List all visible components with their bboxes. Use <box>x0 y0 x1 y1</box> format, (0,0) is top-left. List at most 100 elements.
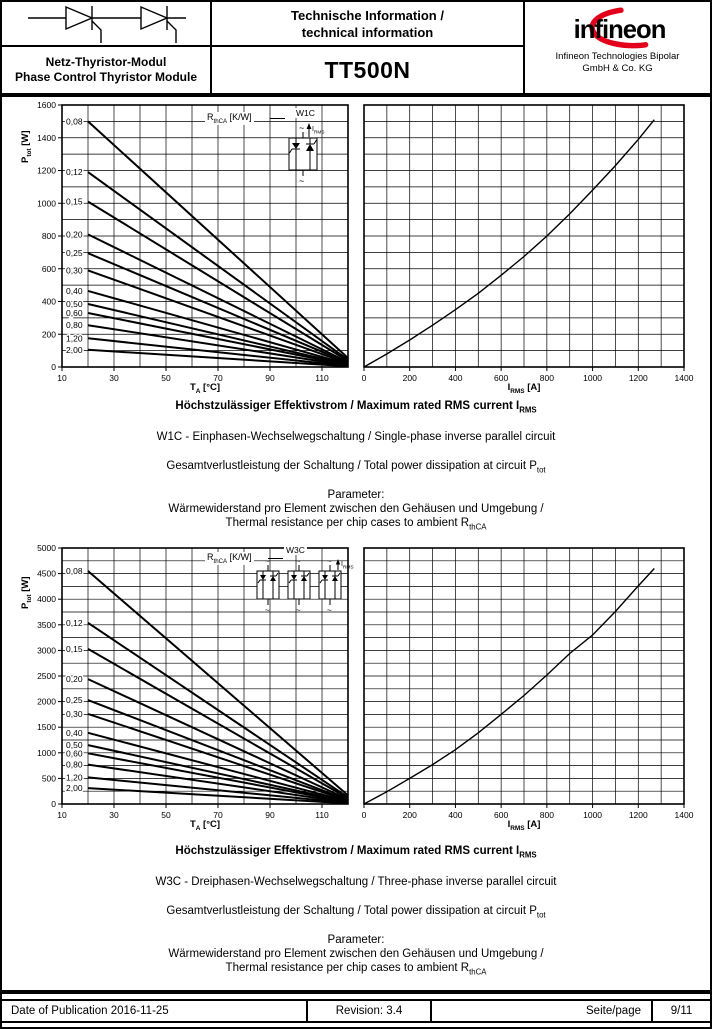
svg-text:0,30: 0,30 <box>66 709 83 719</box>
svg-text:0,12: 0,12 <box>66 167 83 177</box>
w1c-rms-x-axis-title: IRMS [A] <box>507 382 541 395</box>
w1c-rms-current-chart: 0 200 400 600 800 1000 1200 1400 <box>362 104 694 383</box>
svg-text:0,60: 0,60 <box>66 308 83 318</box>
w3c-rms-x-axis-title: IRMS [A] <box>507 819 541 832</box>
svg-text:10: 10 <box>57 810 67 820</box>
svg-text:10: 10 <box>57 373 67 383</box>
w1c-heading: Höchstzulässiger Effektivstrom / Maximum… <box>175 400 537 415</box>
svg-text:600: 600 <box>42 264 56 274</box>
svg-text:0,50: 0,50 <box>66 299 83 309</box>
svg-text:0,25: 0,25 <box>66 695 83 705</box>
w3c-circuit-label: W3C <box>284 545 307 555</box>
w3c-circuit-line: W3C - Dreiphasen-Wechselwegschaltung / T… <box>155 876 557 889</box>
svg-text:1200: 1200 <box>629 810 648 820</box>
svg-text:4500: 4500 <box>37 569 56 579</box>
svg-text:70: 70 <box>213 373 223 383</box>
svg-text:50: 50 <box>161 373 171 383</box>
page-number: 9/11 <box>670 1005 693 1017</box>
svg-text:1,20: 1,20 <box>66 772 83 782</box>
svg-text:0,40: 0,40 <box>66 728 83 738</box>
svg-text:600: 600 <box>494 373 508 383</box>
part-number: TT500N <box>324 56 411 83</box>
svg-text:0,80: 0,80 <box>66 320 83 330</box>
infineon-logo: infineon <box>573 7 666 49</box>
svg-text:0: 0 <box>362 810 367 820</box>
doc-type-en: technical information <box>301 24 434 40</box>
w1c-irms-label: IRMS <box>312 126 325 136</box>
svg-text:400: 400 <box>448 373 462 383</box>
svg-text:30: 30 <box>109 810 119 820</box>
revision: Revision: 3.4 <box>308 1001 432 1021</box>
svg-text:0,30: 0,30 <box>66 265 83 275</box>
svg-text:0,80: 0,80 <box>66 760 83 770</box>
w1c-circuit-line: W1C - Einphasen-Wechselwegschaltung / Si… <box>156 431 556 444</box>
w3c-y-axis-title: Ptot [W] <box>20 576 33 609</box>
svg-text:110: 110 <box>315 810 329 820</box>
antiparallel-thyristor-schematic-icon <box>28 5 186 43</box>
company-name-line1: Infineon Technologies Bipolar <box>555 51 680 62</box>
svg-text:110: 110 <box>315 373 329 383</box>
svg-text:3500: 3500 <box>37 620 56 630</box>
w1c-derating-chart: 10 30 50 70 90 110 0 200 400 600 800 1000 1200 1400 16… <box>37 100 349 383</box>
w3c-circuit-icon: ~ ~ <box>256 558 342 616</box>
svg-text:200: 200 <box>403 810 417 820</box>
svg-text:400: 400 <box>42 297 56 307</box>
publication-date: Date of Publication 2016-11-25 <box>2 1001 308 1021</box>
w3c-captions: Höchstzulässiger Effektivstrom / Maximum… <box>2 845 710 979</box>
svg-text:200: 200 <box>42 329 56 339</box>
svg-text:800: 800 <box>540 373 554 383</box>
content-area: 10 30 50 70 90 110 0 200 400 600 800 1000 1200 1400 16… <box>2 97 710 994</box>
w3c-legend-rthca: RthCA [K/W] <box>205 552 254 565</box>
svg-text:400: 400 <box>448 810 462 820</box>
header: Netz-Thyristor-Modul Phase Control Thyri… <box>2 2 710 97</box>
svg-text:1,20: 1,20 <box>66 333 83 343</box>
svg-text:0,40: 0,40 <box>66 286 83 296</box>
doc-type-de: Technische Information / <box>291 7 444 23</box>
header-title-cell: Technische Information / technical infor… <box>212 2 525 93</box>
svg-text:800: 800 <box>42 231 56 241</box>
company-name-line2: GmbH & Co. KG <box>582 63 653 74</box>
svg-text:1400: 1400 <box>675 810 694 820</box>
svg-text:0: 0 <box>51 362 56 372</box>
svg-text:200: 200 <box>403 373 417 383</box>
w1c-dissipation-line: Gesamtverlustleistung der Schaltung / To… <box>166 460 546 475</box>
header-module-cell: Netz-Thyristor-Modul Phase Control Thyri… <box>2 2 212 93</box>
svg-text:0,15: 0,15 <box>66 644 83 654</box>
svg-text:0,25: 0,25 <box>66 248 83 258</box>
svg-text:600: 600 <box>494 810 508 820</box>
w1c-x-axis-title: TA [°C] <box>189 382 221 395</box>
svg-text:500: 500 <box>42 773 56 783</box>
svg-text:0,60: 0,60 <box>66 748 83 758</box>
w1c-legend-rthca: RthCA [K/W] <box>205 112 254 125</box>
module-type-de: Netz-Thyristor-Modul <box>45 55 167 69</box>
svg-text:70: 70 <box>213 810 223 820</box>
w1c-circuit-label: W1C <box>294 108 317 118</box>
svg-text:0,50: 0,50 <box>66 740 83 750</box>
svg-text:0: 0 <box>51 799 56 809</box>
w3c-dissipation-line: Gesamtverlustleistung der Schaltung / To… <box>166 905 546 920</box>
svg-text:0,20: 0,20 <box>66 674 83 684</box>
svg-text:0,15: 0,15 <box>66 197 83 207</box>
w1c-parameter-block: Parameter: Wärmewiderstand pro Element z… <box>168 488 544 531</box>
svg-text:3000: 3000 <box>37 645 56 655</box>
svg-text:30: 30 <box>109 373 119 383</box>
svg-text:1000: 1000 <box>37 198 56 208</box>
svg-text:0,08: 0,08 <box>66 566 83 576</box>
svg-text:1200: 1200 <box>629 373 648 383</box>
thyristor-symbol-box <box>2 2 210 47</box>
w1c-circuit-icon: ~ ~ <box>288 123 318 186</box>
header-brand-cell: infineon Infineon Technologies Bipolar G… <box>525 2 710 93</box>
svg-text:1500: 1500 <box>37 722 56 732</box>
svg-text:0,12: 0,12 <box>66 618 83 628</box>
footer: Date of Publication 2016-11-25 Revision:… <box>2 999 710 1023</box>
svg-text:90: 90 <box>265 373 275 383</box>
w3c-heading: Höchstzulässiger Effektivstrom / Maximum… <box>175 845 537 860</box>
page-label: Seite/page <box>432 1001 653 1021</box>
w3c-legend-dash <box>268 558 283 559</box>
w3c-x-axis-title: TA [°C] <box>189 819 221 832</box>
svg-text:0,08: 0,08 <box>66 116 83 126</box>
svg-text:4000: 4000 <box>37 594 56 604</box>
svg-text:2,00: 2,00 <box>66 783 83 793</box>
svg-text:1600: 1600 <box>37 100 56 110</box>
